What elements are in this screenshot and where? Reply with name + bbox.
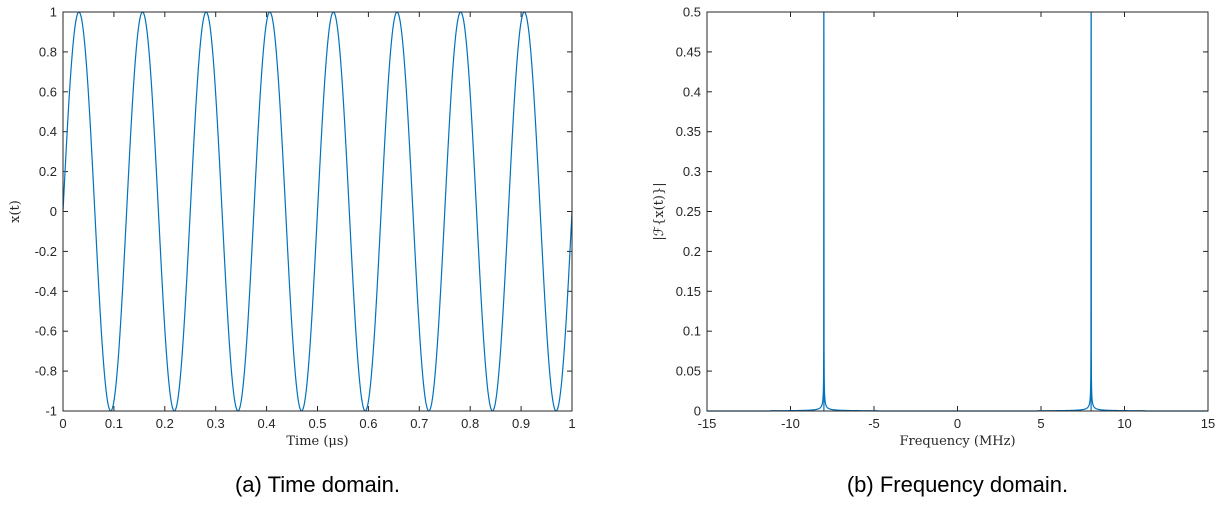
spectrum-line xyxy=(707,11,1208,412)
y-tick-label: 0.15 xyxy=(676,284,701,299)
x-tick-label: 0.4 xyxy=(258,416,276,431)
y-tick-label: -0.6 xyxy=(35,324,57,339)
y-tick-label: 0 xyxy=(50,204,57,219)
x-axis-label: Frequency (MHz) xyxy=(899,434,1015,449)
y-tick-label: 0.2 xyxy=(39,164,57,179)
y-tick-label: 0.25 xyxy=(676,204,701,219)
axes-frame xyxy=(706,11,1209,412)
frequency-domain-chart: 0.5 0.45 0.4 0.35 0.3 0.25 0.2 0.15 0.1 0.05 0 -15… xyxy=(652,5,1215,498)
y-tick-label: 0.3 xyxy=(683,164,701,179)
caption: (a) Time domain. xyxy=(235,472,400,497)
x-tick-label: 15 xyxy=(1201,416,1215,431)
plot-area xyxy=(707,11,1208,412)
y-axis-ticks: 1 0.8 0.6 0.4 0.2 0 -0.2 -0.4 -0.6 -0.8 -1 xyxy=(35,5,572,419)
x-tick-label: 1 xyxy=(568,416,575,431)
y-tick-label: 0.2 xyxy=(683,244,701,259)
x-tick-label: 5 xyxy=(1037,416,1044,431)
y-tick-label: 0.45 xyxy=(676,44,701,59)
x-tick-label: 10 xyxy=(1117,416,1131,431)
y-tick-label: 0.1 xyxy=(683,324,701,339)
x-tick-label: 0.8 xyxy=(461,416,479,431)
x-tick-label: 0.1 xyxy=(105,416,123,431)
y-tick-label: -0.4 xyxy=(35,284,57,299)
x-tick-label: 0.2 xyxy=(156,416,174,431)
y-tick-label: -1 xyxy=(45,404,57,419)
y-tick-label: 0 xyxy=(694,404,701,419)
y-tick-label: 0.6 xyxy=(39,84,57,99)
x-tick-label: -10 xyxy=(781,416,800,431)
y-axis-label: x(t) xyxy=(8,200,23,223)
x-tick-label: 0.7 xyxy=(410,416,428,431)
x-tick-label: 0 xyxy=(59,416,66,431)
y-tick-label: 1 xyxy=(50,5,57,20)
x-tick-label: 0.3 xyxy=(207,416,225,431)
x-tick-label: -5 xyxy=(868,416,880,431)
x-axis-ticks: -15 -10 -5 0 5 10 15 xyxy=(698,12,1215,431)
y-tick-label: 0.4 xyxy=(39,124,57,139)
axes-frame xyxy=(62,11,573,412)
x-tick-label: 0.9 xyxy=(512,416,530,431)
y-tick-label: 0.4 xyxy=(683,84,701,99)
y-tick-label: 0.8 xyxy=(39,44,57,59)
signal-line xyxy=(62,11,573,412)
y-tick-label: -0.8 xyxy=(35,364,57,379)
x-tick-label: 0 xyxy=(954,416,961,431)
x-tick-label: -15 xyxy=(698,416,717,431)
y-axis-ticks: 0.5 0.45 0.4 0.35 0.3 0.25 0.2 0.15 0.1 0.05 0 xyxy=(676,5,1208,419)
x-tick-label: 0.5 xyxy=(308,416,326,431)
y-tick-label: 0.35 xyxy=(676,124,701,139)
x-axis-label: Time (μs) xyxy=(286,434,348,449)
y-tick-label: -0.2 xyxy=(35,244,57,259)
plot-area xyxy=(62,11,573,412)
x-tick-label: 0.6 xyxy=(359,416,377,431)
time-domain-chart: 1 0.8 0.6 0.4 0.2 0 -0.2 -0.4 -0.6 -0.8 -1 0 0.1 0.2… xyxy=(8,5,576,498)
y-tick-label: 0.05 xyxy=(676,364,701,379)
y-axis-label: |ℱ{x(t)}| xyxy=(652,182,667,240)
caption: (b) Frequency domain. xyxy=(847,472,1068,497)
y-tick-label: 0.5 xyxy=(683,5,701,20)
